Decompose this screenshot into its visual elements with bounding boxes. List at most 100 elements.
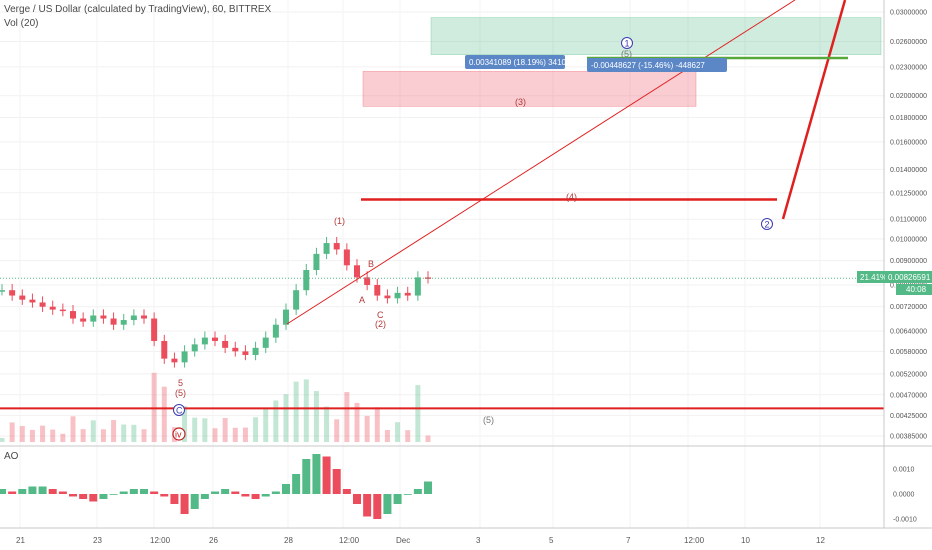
time-tick-1: 23 — [93, 536, 102, 545]
ao-axis-ticks: 0.0010 0.0000 -0.0010 — [893, 467, 917, 524]
candle-body-18 — [181, 351, 188, 363]
candle-body-27 — [272, 324, 279, 338]
candle-body-7 — [70, 311, 76, 319]
circled-wave-1-text: 1 — [625, 39, 630, 49]
volume-bar-34 — [344, 392, 350, 442]
candle-body-38 — [384, 295, 391, 299]
volume-bar-6 — [60, 433, 66, 442]
price-tick-10: 0.00900000 — [890, 258, 927, 265]
volume-bar-13 — [131, 424, 137, 442]
price-tick-15: 0.00520000 — [890, 371, 927, 378]
time-tick-5: 12:00 — [339, 536, 360, 545]
candle-body-21 — [212, 337, 218, 341]
ao-bar-9 — [89, 494, 98, 502]
volume-bar-0 — [0, 438, 5, 442]
ao-bar-29 — [292, 474, 301, 494]
volume-bar-7 — [70, 416, 76, 442]
volume-bar-22 — [222, 417, 228, 442]
grid-lines — [0, 0, 884, 528]
price-tick-9: 0.01000000 — [890, 236, 927, 243]
ao-bar-0 — [0, 489, 6, 494]
measure-box-upper[interactable] — [465, 55, 565, 69]
wave-label-b: B — [368, 259, 374, 269]
ao-bar-22 — [221, 489, 230, 494]
candle-body-32 — [323, 243, 330, 254]
price-tick-13: 0.00640000 — [890, 329, 927, 336]
volume-bar-24 — [242, 427, 248, 442]
ao-tick-2: -0.0010 — [893, 517, 917, 524]
ao-bar-21 — [211, 491, 219, 494]
circled-wave-iv — [172, 427, 186, 441]
ao-bar-19 — [190, 494, 199, 509]
time-tick-9: 7 — [626, 536, 631, 545]
candle-body-4 — [39, 302, 46, 307]
volume-bar-41 — [415, 385, 421, 442]
measure-box-lower[interactable] — [587, 58, 727, 72]
candle-body-15 — [151, 318, 158, 341]
countdown-badge — [896, 284, 932, 295]
price-badge — [885, 271, 932, 283]
wave-label-5-minor: 5 — [178, 378, 183, 388]
ao-bar-41 — [413, 489, 422, 494]
candle-body-26 — [262, 337, 269, 348]
volume-bar-37 — [374, 407, 380, 442]
candle-body-11 — [110, 318, 117, 325]
ao-bar-3 — [28, 486, 37, 494]
volume-label: Vol (20) — [4, 18, 38, 29]
candle-body-24 — [242, 351, 249, 355]
candle-body-41 — [414, 277, 421, 296]
price-tick-7: 0.01250000 — [890, 190, 927, 197]
candle-body-14 — [141, 315, 147, 319]
volume-bar-21 — [212, 428, 218, 442]
chart-title: Verge / US Dollar (calculated by Trading… — [4, 4, 271, 15]
ao-bar-24 — [241, 494, 250, 497]
zone-label-5: (5) — [621, 49, 632, 59]
price-tick-17: 0.00425000 — [890, 413, 927, 420]
time-tick-11: 10 — [741, 536, 750, 545]
candle-body-19 — [191, 344, 198, 352]
time-tick-6: Dec — [396, 536, 410, 545]
circled-wave-2 — [761, 218, 773, 230]
volume-bar-14 — [141, 429, 147, 442]
volume-bar-10 — [100, 429, 106, 442]
candle-body-40 — [404, 292, 411, 296]
candle-body-10 — [100, 315, 107, 319]
volume-bar-31 — [313, 391, 319, 442]
ao-bar-15 — [150, 491, 159, 494]
time-axis-ticks[interactable]: 21 23 12:00 26 28 12:00 Dec 3 5 7 12:00 10 12 — [16, 536, 825, 545]
ao-tick-1: 0.0000 — [893, 492, 915, 499]
volume-bar-4 — [40, 425, 46, 442]
ao-bar-10 — [99, 494, 108, 499]
time-tick-7: 3 — [476, 536, 481, 545]
volume-bar-40 — [405, 430, 411, 442]
candle-body-6 — [59, 309, 66, 312]
measure-label-lower: -0.00448627 (-15.46%) -448627 — [591, 61, 705, 70]
candle-body-29 — [293, 290, 300, 310]
level-label-4: (4) — [566, 192, 577, 202]
price-badge-text: 0.00826591 — [888, 273, 931, 282]
ao-bar-36 — [363, 494, 372, 517]
volume-bar-11 — [111, 420, 117, 442]
candle-body-28 — [283, 309, 289, 325]
volume-bar-23 — [232, 427, 238, 442]
volume-bar-8 — [80, 429, 86, 442]
price-zones — [362, 17, 882, 107]
candle-body-20 — [201, 337, 208, 345]
volume-bar-16 — [161, 386, 167, 442]
circled-wave-2-text: 2 — [765, 220, 770, 230]
price-tick-1: 0.02600000 — [890, 39, 927, 46]
volume-bar-20 — [202, 418, 208, 442]
ao-bar-25 — [251, 494, 260, 499]
price-tick-18: 0.00385000 — [890, 434, 927, 441]
wave-label-a: A — [359, 295, 365, 305]
candle-body-35 — [354, 265, 360, 278]
candle-body-22 — [222, 340, 229, 348]
time-tick-12: 12 — [816, 536, 825, 545]
volume-bar-25 — [253, 417, 259, 442]
circled-wave-1 — [621, 37, 633, 49]
volume-bar-42 — [425, 435, 431, 442]
volume-bar-19 — [192, 417, 198, 442]
price-tick-0: 0.03000000 — [890, 10, 927, 17]
